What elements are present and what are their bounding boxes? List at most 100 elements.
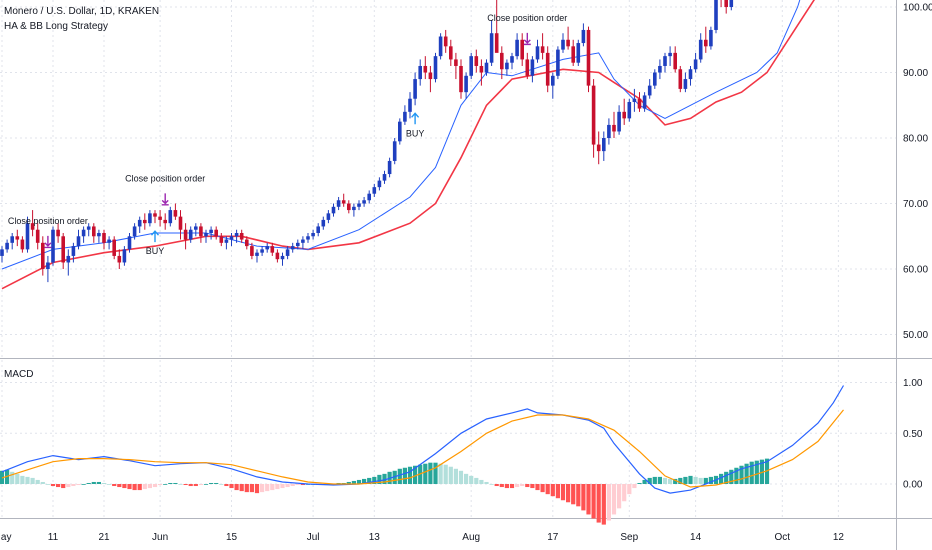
candle	[673, 46, 677, 73]
candle-body	[5, 242, 9, 250]
x-tick-label: May	[0, 532, 11, 543]
candle	[270, 242, 275, 256]
candle	[122, 246, 127, 266]
candle-body	[494, 33, 499, 53]
macd-histogram-bar	[606, 484, 611, 521]
macd-histogram-bar	[86, 482, 91, 484]
macd-histogram-bar	[50, 484, 56, 487]
candle	[199, 223, 203, 243]
candle-body	[724, 0, 728, 8]
candle	[720, 0, 722, 8]
candle-body	[51, 229, 55, 263]
macd-pane-title: MACD	[4, 369, 34, 380]
macd-histogram-bar	[76, 484, 81, 486]
macd-histogram-bar	[474, 477, 479, 484]
candle-body	[71, 246, 76, 256]
candle	[459, 59, 463, 99]
candle	[280, 252, 285, 266]
candle	[443, 29, 448, 53]
candle-body	[30, 223, 35, 230]
candle-body	[525, 59, 530, 76]
candle	[143, 213, 147, 230]
macd-histogram-bar	[214, 482, 219, 484]
candle	[403, 105, 407, 125]
macd-histogram-bar	[112, 484, 117, 487]
candle-body	[484, 62, 489, 73]
candle-body	[540, 46, 545, 53]
candle	[449, 39, 453, 66]
candle	[347, 200, 351, 214]
x-tick-label: Jul	[307, 532, 320, 543]
candle-body	[102, 233, 106, 243]
candle-body	[260, 249, 264, 253]
candle-body	[714, 0, 718, 30]
candle-body	[612, 124, 616, 132]
close-position-arrow-icon	[161, 193, 169, 206]
macd-histogram-bar	[464, 473, 469, 484]
candle-body	[591, 85, 596, 145]
strategy-title: HA & BB Long Strategy	[4, 21, 108, 32]
candle-body	[571, 46, 575, 63]
macd-histogram-bar	[662, 477, 668, 484]
candle-body	[301, 239, 305, 243]
candle-body	[168, 210, 173, 224]
candle	[183, 223, 188, 250]
candle	[311, 229, 315, 240]
buy-arrow-icon	[411, 112, 420, 125]
candle-body	[331, 206, 336, 214]
candle	[408, 92, 412, 119]
y-tick-label: 90.00	[903, 68, 928, 79]
candle-body	[505, 62, 509, 70]
candle	[387, 157, 392, 178]
macd-histogram-bar	[198, 484, 203, 486]
candle-body	[530, 59, 535, 76]
candle	[479, 59, 484, 86]
candle	[362, 196, 366, 207]
macd-histogram-bar	[509, 484, 515, 489]
macd-histogram-bar	[719, 473, 724, 484]
macd-histogram-bar	[458, 470, 464, 484]
candle	[168, 206, 173, 227]
candle	[15, 229, 20, 247]
macd-histogram-bar	[147, 484, 152, 489]
macd-histogram-bar	[749, 461, 754, 484]
candle-body	[86, 226, 91, 230]
candle-body	[469, 56, 473, 76]
candle-body	[433, 56, 438, 80]
candle	[224, 236, 229, 250]
macd-histogram-bar	[504, 484, 509, 489]
candle	[102, 229, 106, 250]
macd-histogram-bar	[10, 471, 15, 484]
x-tick-label: Oct	[775, 532, 791, 543]
candle-body	[326, 213, 331, 220]
candle	[566, 26, 570, 50]
macd-histogram-bar	[581, 484, 586, 511]
x-tick-label: 13	[369, 532, 381, 543]
macd-histogram-bar	[275, 484, 280, 490]
candle-body	[729, 0, 734, 8]
candle	[127, 233, 132, 253]
macd-histogram-bar	[397, 468, 402, 484]
candle	[296, 239, 300, 250]
candle-body	[372, 187, 377, 194]
candle	[596, 131, 601, 165]
x-tick-label: 21	[98, 532, 110, 543]
macd-histogram-bar	[734, 467, 739, 484]
candle	[515, 33, 519, 60]
candle-body	[336, 200, 341, 207]
candle	[505, 59, 509, 76]
candle-body	[92, 226, 96, 237]
y-tick-label: 70.00	[903, 199, 928, 210]
candle-body	[698, 39, 703, 60]
candle-body	[321, 219, 326, 227]
candle-body	[658, 65, 662, 73]
candle-body	[647, 85, 652, 96]
candle	[484, 59, 489, 76]
candle-body	[387, 160, 392, 175]
candle-body	[627, 102, 632, 119]
macd-line	[1, 385, 845, 494]
macd-histogram-bar	[499, 484, 504, 488]
macd-histogram-bar	[209, 482, 214, 484]
candle-body	[306, 236, 310, 240]
